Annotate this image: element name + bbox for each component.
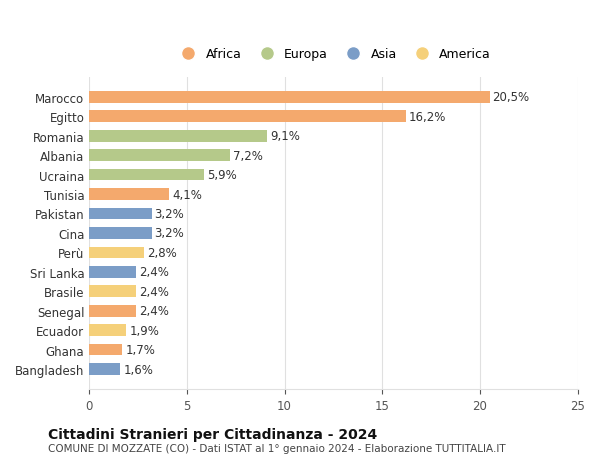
Text: 1,6%: 1,6% <box>124 363 153 376</box>
Text: Cittadini Stranieri per Cittadinanza - 2024: Cittadini Stranieri per Cittadinanza - 2… <box>48 427 377 442</box>
Bar <box>89 150 230 162</box>
Text: 2,4%: 2,4% <box>139 285 169 298</box>
Bar <box>89 111 406 123</box>
Text: 4,1%: 4,1% <box>172 188 202 201</box>
Bar <box>89 305 136 317</box>
Text: 5,9%: 5,9% <box>208 169 237 182</box>
Text: 2,8%: 2,8% <box>147 246 176 259</box>
Text: 2,4%: 2,4% <box>139 266 169 279</box>
Bar <box>89 325 127 336</box>
Bar <box>89 208 152 220</box>
Text: 7,2%: 7,2% <box>233 149 263 162</box>
Text: COMUNE DI MOZZATE (CO) - Dati ISTAT al 1° gennaio 2024 - Elaborazione TUTTITALIA: COMUNE DI MOZZATE (CO) - Dati ISTAT al 1… <box>48 443 506 453</box>
Text: 2,4%: 2,4% <box>139 305 169 318</box>
Text: 1,7%: 1,7% <box>125 343 155 356</box>
Text: 16,2%: 16,2% <box>409 111 446 123</box>
Bar <box>89 286 136 297</box>
Text: 3,2%: 3,2% <box>155 207 184 220</box>
Bar <box>89 228 152 239</box>
Legend: Africa, Europa, Asia, America: Africa, Europa, Asia, America <box>171 43 496 66</box>
Bar <box>89 266 136 278</box>
Bar <box>89 189 169 201</box>
Text: 3,2%: 3,2% <box>155 227 184 240</box>
Text: 20,5%: 20,5% <box>493 91 530 104</box>
Text: 1,9%: 1,9% <box>129 324 159 337</box>
Bar <box>89 364 121 375</box>
Bar <box>89 247 144 259</box>
Bar <box>89 92 490 103</box>
Bar <box>89 344 122 356</box>
Bar <box>89 169 205 181</box>
Bar <box>89 131 267 142</box>
Text: 9,1%: 9,1% <box>270 130 300 143</box>
